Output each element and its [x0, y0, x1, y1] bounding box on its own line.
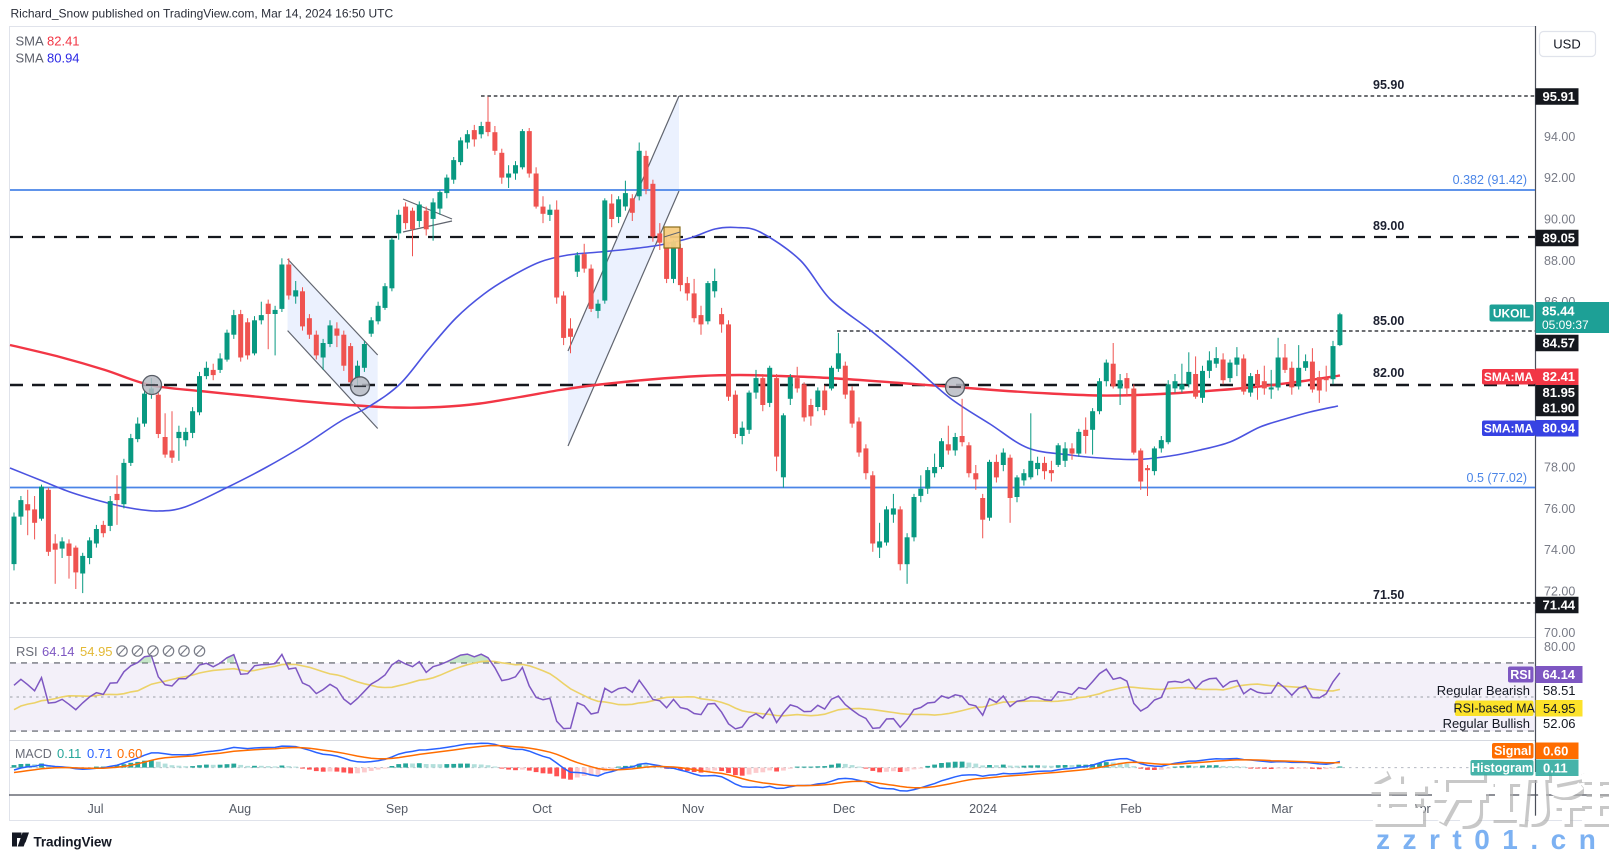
- svg-text:Feb: Feb: [1120, 802, 1142, 816]
- svg-text:0.11: 0.11: [57, 746, 81, 761]
- svg-text:0.382 (91.42): 0.382 (91.42): [1453, 173, 1527, 187]
- svg-text:94.00: 94.00: [1544, 130, 1575, 144]
- svg-text:Regular Bullish: Regular Bullish: [1443, 716, 1530, 731]
- svg-text:Aug: Aug: [229, 802, 251, 816]
- svg-text:Jul: Jul: [88, 802, 104, 816]
- svg-text:82.00: 82.00: [1373, 366, 1404, 380]
- svg-text:52.06: 52.06: [1543, 716, 1576, 731]
- svg-text:82.41: 82.41: [1543, 369, 1576, 384]
- svg-text:0.71: 0.71: [87, 746, 112, 761]
- svg-text:54.95: 54.95: [80, 644, 113, 659]
- svg-text:0.5 (77.02): 0.5 (77.02): [1467, 471, 1527, 485]
- svg-text:90.00: 90.00: [1544, 212, 1575, 226]
- svg-text:89.05: 89.05: [1543, 231, 1576, 246]
- svg-text:74.00: 74.00: [1544, 543, 1575, 557]
- svg-text:80.94: 80.94: [1543, 421, 1576, 436]
- svg-text:64.14: 64.14: [1543, 667, 1576, 682]
- svg-text:SMA: SMA: [16, 34, 45, 49]
- svg-text:76.00: 76.00: [1544, 502, 1575, 516]
- svg-text:Oct: Oct: [532, 802, 552, 816]
- svg-text:58.51: 58.51: [1543, 683, 1576, 698]
- svg-text:89.00: 89.00: [1373, 219, 1404, 233]
- svg-text:Dec: Dec: [833, 802, 855, 816]
- svg-text:81.95: 81.95: [1543, 385, 1576, 400]
- svg-text:RSI: RSI: [16, 644, 38, 659]
- svg-text:Signal: Signal: [1494, 744, 1532, 758]
- svg-text:SMA:MA: SMA:MA: [1484, 422, 1534, 436]
- svg-text:71.50: 71.50: [1373, 588, 1404, 602]
- svg-text:SMA: SMA: [16, 51, 45, 66]
- svg-text:Regular Bearish: Regular Bearish: [1437, 683, 1530, 698]
- svg-text:Mar: Mar: [1271, 802, 1293, 816]
- svg-text:85.00: 85.00: [1373, 314, 1404, 328]
- svg-text:Nov: Nov: [682, 802, 705, 816]
- svg-text:84.57: 84.57: [1543, 336, 1576, 351]
- svg-text:71.44: 71.44: [1543, 598, 1576, 613]
- svg-text:92.00: 92.00: [1544, 171, 1575, 185]
- svg-text:2024: 2024: [969, 802, 997, 816]
- svg-text:Richard_Snow published on Trad: Richard_Snow published on TradingView.co…: [11, 7, 394, 21]
- svg-text:70.00: 70.00: [1544, 626, 1575, 640]
- svg-text:UKOIL: UKOIL: [1493, 307, 1530, 321]
- svg-text:78.00: 78.00: [1544, 461, 1575, 475]
- svg-text:95.90: 95.90: [1373, 78, 1404, 92]
- svg-text:80.94: 80.94: [47, 51, 80, 66]
- svg-text:SMA:MA: SMA:MA: [1484, 370, 1534, 384]
- svg-text:88.00: 88.00: [1544, 254, 1575, 268]
- svg-text:Sep: Sep: [386, 802, 408, 816]
- svg-text:Histogram: Histogram: [1471, 761, 1533, 775]
- svg-text:USD: USD: [1553, 37, 1580, 52]
- svg-text:80.00: 80.00: [1544, 640, 1575, 654]
- svg-text:82.41: 82.41: [47, 34, 80, 49]
- svg-text:81.90: 81.90: [1543, 401, 1576, 416]
- svg-text:MACD: MACD: [15, 747, 52, 761]
- svg-text:0.11: 0.11: [1543, 761, 1568, 776]
- svg-text:0.60: 0.60: [1543, 744, 1568, 759]
- svg-text:TradingView: TradingView: [34, 835, 113, 850]
- svg-text:RSI: RSI: [1510, 668, 1531, 682]
- svg-text:72.00: 72.00: [1544, 585, 1575, 599]
- svg-text:zzrt01.cn: zzrt01.cn: [1376, 824, 1608, 855]
- svg-text:05:09:37: 05:09:37: [1542, 318, 1589, 332]
- svg-text:95.91: 95.91: [1543, 89, 1576, 104]
- svg-text:85.44: 85.44: [1542, 304, 1575, 319]
- svg-text:54.95: 54.95: [1543, 701, 1576, 716]
- svg-text:RSI-based MA: RSI-based MA: [1454, 702, 1536, 716]
- svg-text:0.60: 0.60: [117, 746, 142, 761]
- svg-text:64.14: 64.14: [42, 644, 75, 659]
